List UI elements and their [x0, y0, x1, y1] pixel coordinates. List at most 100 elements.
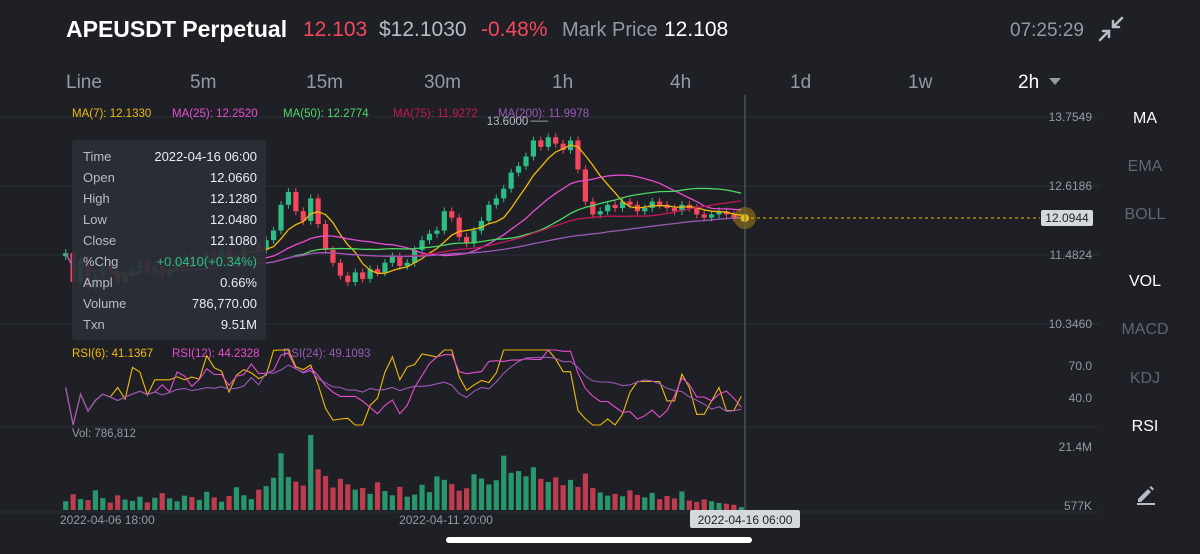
volume-bar [642, 497, 648, 510]
volume-bar [545, 481, 551, 510]
candle-body [731, 214, 737, 218]
tooltip-row: High 12.1280 [83, 191, 257, 206]
rsi-line-12 [65, 349, 742, 426]
candle-body [308, 198, 314, 221]
volume-bar [597, 492, 603, 510]
volume-bar [738, 507, 744, 510]
rsi-line-24 [65, 356, 742, 426]
candle-body [560, 143, 566, 151]
timeframe-15m[interactable]: 15m [306, 72, 343, 93]
indicator-ma[interactable]: MA [1133, 110, 1157, 127]
usd-price: $12.1030 [379, 18, 467, 41]
price-tick-label: 12.6186 [1049, 179, 1093, 193]
collapse-arrows-icon[interactable] [1098, 16, 1124, 42]
candle-body [345, 275, 351, 283]
rsi-legend-2: RSI(24): 49.1093 [283, 348, 371, 360]
timeframe-4h[interactable]: 4h [670, 72, 692, 93]
volume-bar [404, 496, 410, 510]
timeframe-1d[interactable]: 1d [790, 72, 812, 93]
price-tick-label: 13.7549 [1049, 110, 1093, 124]
candle-body [404, 262, 410, 266]
indicator-ema[interactable]: EMA [1127, 158, 1163, 175]
timeframe-1w[interactable]: 1w [908, 72, 933, 93]
volume-bar [233, 487, 240, 510]
timeframe-30m[interactable]: 30m [424, 72, 461, 93]
candle-body [515, 166, 522, 173]
volume-bar [553, 477, 559, 510]
timeframe-1h[interactable]: 1h [552, 72, 574, 93]
volume-bar [270, 477, 277, 510]
candle-body [397, 256, 403, 266]
volume-bar [679, 491, 685, 510]
volume-bar [248, 499, 254, 510]
volume-bar [530, 467, 537, 510]
tooltip-row: Ampl 0.66% [83, 275, 257, 290]
volume-bar [649, 492, 655, 510]
indicator-boll[interactable]: BOLL [1124, 206, 1166, 223]
volume-bar [627, 490, 633, 510]
candle-body [619, 201, 626, 209]
rsi-tick-label: 40.0 [1069, 391, 1093, 405]
tooltip-row: Time 2022-04-16 06:00 [83, 149, 257, 164]
volume-bar [300, 485, 306, 510]
candle-body [419, 240, 425, 250]
rsi-legend-0: RSI(6): 41.1367 [72, 348, 153, 360]
volume-bar [129, 500, 136, 510]
candle-body [478, 220, 485, 231]
indicator-macd[interactable]: MACD [1121, 321, 1169, 338]
indicator-rsi[interactable]: RSI [1131, 418, 1159, 435]
volume-bar [575, 486, 581, 510]
candle-body [701, 214, 707, 218]
chevron-down-icon[interactable] [1049, 78, 1061, 85]
volume-bar [367, 493, 373, 510]
volume-bar [508, 472, 514, 510]
volume-bar [374, 482, 381, 510]
volume-bar [285, 477, 292, 510]
candle-body [63, 253, 69, 257]
volume-bar [731, 504, 737, 510]
candle-body [367, 269, 373, 279]
volume-bar [515, 471, 522, 510]
timeframe-2h-selected[interactable]: 2h [1018, 72, 1040, 93]
ma-legend-3: MA(75): 11.9272 [393, 108, 478, 120]
volume-bar [100, 498, 106, 510]
symbol-title[interactable]: APEUSDT Perpetual [66, 16, 288, 42]
volume-bar [293, 481, 299, 510]
volume-bar [115, 495, 121, 510]
candle-body [501, 188, 507, 199]
candle-body [360, 272, 366, 279]
volume-bar [204, 491, 210, 510]
pencil-edit-icon[interactable] [1134, 482, 1158, 506]
volume-bar [582, 473, 588, 510]
candle-body [426, 233, 433, 241]
timeframe-5m[interactable]: 5m [190, 72, 217, 93]
volume-bar [686, 500, 692, 510]
ma-legend-4: MA(200): 11.9978 [498, 108, 589, 120]
volume-bar [471, 474, 477, 510]
timeframe-line[interactable]: Line [66, 72, 102, 93]
candle-body [553, 137, 559, 144]
indicator-kdj[interactable]: KDJ [1129, 370, 1161, 387]
volume-bar [159, 493, 165, 510]
volume-bar [345, 484, 351, 510]
volume-bar [308, 435, 314, 510]
header: APEUSDT Perpetual 12.103 $12.1030 -0.48%… [0, 0, 1200, 60]
volume-bar [419, 484, 425, 510]
volume-label: Vol: 786,812 [72, 428, 136, 440]
volume-bar [412, 494, 418, 510]
candle-body [471, 230, 477, 244]
volume-bar [567, 479, 574, 510]
volume-bar [560, 485, 566, 510]
volume-bar [382, 491, 388, 510]
indicator-vol[interactable]: VOL [1128, 273, 1161, 290]
candle-body [486, 204, 492, 221]
candle-body [679, 204, 685, 212]
candle-body [278, 204, 284, 231]
candle-body [612, 204, 618, 209]
mark-price-value: 12.108 [664, 18, 729, 41]
price-tick-label: 10.3460 [1049, 317, 1093, 331]
candle-body [597, 211, 603, 215]
volume-bar [441, 479, 447, 510]
ma-legend-0: MA(7): 12.1330 [72, 108, 151, 120]
volume-bar [63, 501, 69, 510]
